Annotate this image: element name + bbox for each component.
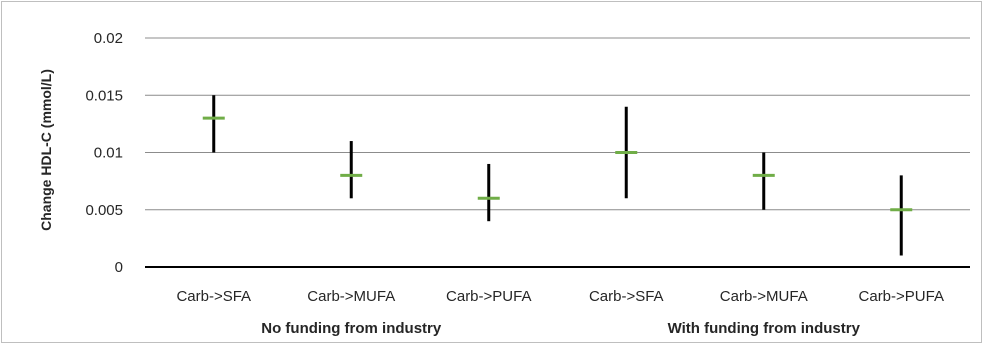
category-labels: Carb->SFA Carb->MUFA Carb->PUFA Carb->SFA Ca…	[176, 288, 944, 305]
category-label: Carb->SFA	[589, 288, 664, 305]
y-tick-label: 0.01	[94, 145, 123, 162]
y-tick-label: 0.02	[94, 30, 123, 47]
group-label: With funding from industry	[668, 320, 861, 337]
category-label: Carb->SFA	[176, 288, 251, 305]
estimate-markers	[202, 116, 913, 212]
category-label: Carb->MUFA	[307, 288, 395, 305]
y-tick-label: 0.015	[85, 87, 123, 104]
group-label: No funding from industry	[261, 320, 442, 337]
group-labels: No funding from industry With funding fro…	[261, 320, 860, 337]
y-axis-title: Change HDL-C (mmol/L)	[38, 69, 54, 231]
error-bars	[212, 95, 903, 256]
category-label: Carb->PUFA	[859, 288, 944, 305]
category-label: Carb->PUFA	[446, 288, 531, 305]
y-tick-label: 0.005	[85, 202, 123, 219]
y-tick-label: 0	[115, 259, 123, 276]
category-label: Carb->MUFA	[720, 288, 808, 305]
y-axis-ticks: 0 0.005 0.01 0.015 0.02	[85, 30, 123, 276]
gridlines	[145, 37, 970, 211]
